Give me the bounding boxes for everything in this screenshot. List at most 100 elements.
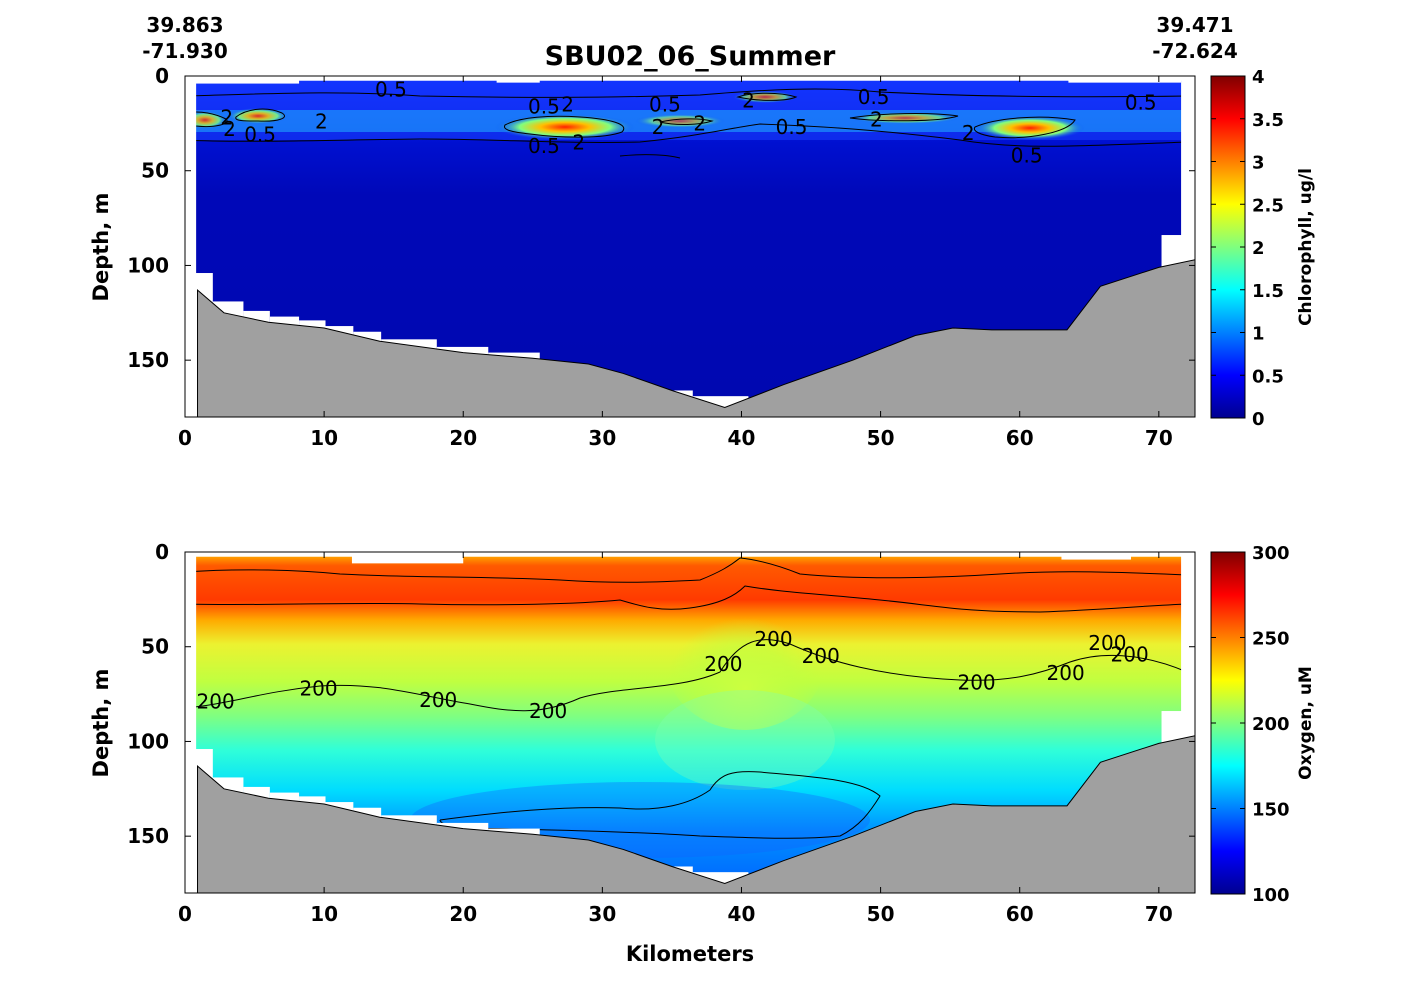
chlorophyll-heatmap: 0.522 20.50.5 2 0.52 20.5 22 0.5 0.50.5 220.5 [185, 76, 1195, 417]
no-data-region [185, 76, 1195, 81]
oxygen-bathymetry [197, 735, 1195, 893]
chlorophyll-colorbar-ticks: 0 0.5 1 1.5 2 2.5 3 3.5 4 [1211, 67, 1284, 430]
oxygen-depth-label: Depth, m [89, 669, 113, 778]
no-data-region [185, 552, 1195, 557]
contour-label: 0.5 [776, 115, 808, 139]
contour-label: 0.5 [244, 123, 276, 147]
no-data-region [496, 76, 540, 83]
colorbar-tick-label: 150 [1252, 800, 1290, 821]
contour-label: 2 [572, 130, 585, 154]
colorbar-tick-label: 2.5 [1252, 195, 1284, 216]
chlorophyll-contour-2 [503, 115, 625, 138]
contour-label: 0.5 [649, 92, 681, 116]
no-data-region [1068, 76, 1182, 83]
contour-label: 200 [1047, 661, 1085, 685]
x-tick-label: 0 [178, 902, 192, 926]
x-tick-label: 70 [1145, 902, 1173, 926]
chlorophyll-contour-0.5 [619, 154, 681, 159]
x-tick-label: 30 [588, 426, 616, 450]
oxygen-dome [665, 590, 825, 730]
contour-label: 2 [870, 108, 883, 132]
seafloor [197, 259, 1195, 417]
contour-label: 200 [529, 699, 567, 723]
colorbar-tick-label: 3.5 [1252, 110, 1284, 131]
chart-title: SBU02_06_Summer [545, 41, 836, 72]
y-tick-label: 0 [155, 64, 169, 88]
colorbar-tick-label: 1.5 [1252, 281, 1284, 302]
contour-label: 0.5 [1125, 91, 1157, 115]
contour-label: 2 [223, 117, 236, 141]
chlorophyll-contour-0.5 [185, 123, 1188, 147]
chlorophyll-bloom [228, 108, 288, 124]
oxygen-axes-frame [184, 551, 1196, 894]
colorbar-tick-label: 100 [1252, 885, 1290, 906]
colorbar-tick-label: 1 [1252, 324, 1265, 345]
x-tick-label: 50 [867, 902, 895, 926]
chlorophyll-bloom [635, 114, 725, 128]
x-tick-label: 0 [178, 426, 192, 450]
chlorophyll-contour-2 [849, 113, 959, 122]
no-data-region [185, 552, 197, 893]
colorbar-tick-label: 0 [1252, 409, 1265, 430]
chlorophyll-colorbar-label: Chlorophyll, ug/l [1296, 168, 1316, 326]
oxygen-dome [655, 690, 835, 790]
contour-label: 0.5 [528, 94, 560, 118]
x-tick-label: 30 [588, 902, 616, 926]
x-tick-label: 60 [1006, 902, 1034, 926]
x-axis-label: Kilometers [626, 942, 754, 966]
y-tick-label: 150 [127, 824, 169, 848]
oxygen-contour-lower [185, 585, 1188, 613]
contour-label: 2 [561, 92, 574, 116]
contour-label: 200 [299, 676, 337, 700]
x-tick-label: 40 [728, 902, 756, 926]
chlorophyll-axes-frame [184, 75, 1196, 418]
contour-label: 200 [957, 671, 995, 695]
colorbar-tick-label: 200 [1252, 714, 1290, 735]
colorbar-tick-label: 300 [1252, 543, 1290, 564]
contour-label: 2 [693, 111, 706, 135]
contour-label: 2 [220, 106, 233, 130]
oxygen-colorbar-ticks: 100 150 200 250 300 [1211, 543, 1290, 906]
contour-label: 200 [419, 688, 457, 712]
colorbar-tick-label: 2 [1252, 238, 1265, 259]
contour-label: 0.5 [858, 85, 890, 109]
colorbar-tick-label: 3 [1252, 153, 1265, 174]
y-tick-label: 150 [127, 348, 169, 372]
contour-label: 200 [754, 627, 792, 651]
contour-label: 0.5 [375, 77, 407, 101]
oxygen-colorbar [1210, 551, 1246, 895]
contour-label: 2 [962, 121, 975, 145]
end-longitude: -72.624 [1152, 39, 1237, 63]
chlorophyll-bathymetry [197, 259, 1195, 417]
no-data-region [1061, 552, 1132, 560]
contour-label: 0.5 [528, 134, 560, 158]
x-tick-label: 10 [310, 902, 338, 926]
no-data-region [185, 76, 300, 84]
contour-label: 200 [704, 652, 742, 676]
seafloor [197, 735, 1195, 893]
chlorophyll-depth-label: Depth, m [89, 193, 113, 302]
contour-label: 2 [652, 115, 665, 139]
chlorophyll-colorbar [1210, 75, 1246, 419]
y-tick-label: 100 [127, 253, 169, 277]
chlorophyll-bloom [495, 114, 635, 140]
y-tick-label: 50 [141, 635, 169, 659]
oxygen-axes: 0 10 20 30 40 50 60 70 0 50 100 150 [127, 540, 1195, 926]
chlorophyll-contour-2 [736, 92, 798, 101]
no-data-region [351, 552, 464, 564]
contour-label: 2 [315, 109, 328, 133]
contour-label: 0.5 [1011, 144, 1043, 168]
chlorophyll-contour-2 [973, 116, 1076, 139]
x-tick-label: 20 [449, 902, 477, 926]
chlorophyll-contour-2 [235, 108, 285, 122]
contour-label: 200 [197, 690, 235, 714]
chlorophyll-contour-labels: 0.522 20.50.5 2 0.52 20.5 22 0.5 0.50.5 220.5 [220, 77, 1156, 167]
contour-label: 2 [742, 89, 755, 113]
oxygen-contour-200 [185, 639, 1188, 712]
x-tick-label: 40 [728, 426, 756, 450]
colorbar-tick-label: 0.5 [1252, 366, 1284, 387]
